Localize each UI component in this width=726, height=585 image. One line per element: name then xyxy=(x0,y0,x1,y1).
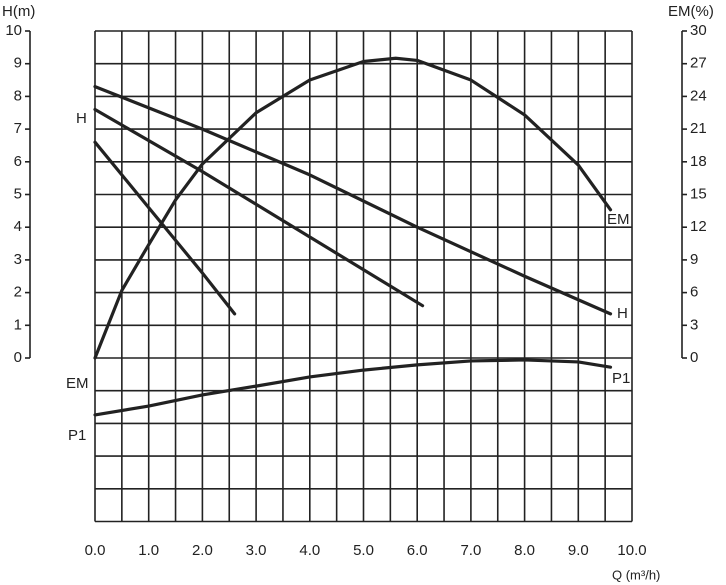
y2-axis-label: EM(%) xyxy=(668,3,714,20)
y-tick-label: 10 xyxy=(5,22,22,39)
curve-label: EM xyxy=(66,375,89,392)
x-tick-label: 6.0 xyxy=(407,542,428,559)
curve-label: H xyxy=(617,305,628,322)
y2-tick-label: 27 xyxy=(690,55,707,72)
curve-label: EM xyxy=(607,211,630,228)
y-tick-label: 1 xyxy=(14,316,22,333)
y2-tick-label: 24 xyxy=(690,87,707,104)
y-tick-label: 0 xyxy=(14,349,22,366)
y-tick-label: 2 xyxy=(14,284,22,301)
y2-tick-label: 21 xyxy=(690,120,707,137)
y-tick-label: 5 xyxy=(14,185,22,202)
y-tick-label: 7 xyxy=(14,120,22,137)
y-tick-label: 9 xyxy=(14,55,22,72)
x-tick-label: 4.0 xyxy=(299,542,320,559)
curve xyxy=(93,107,425,308)
x-tick-label: 3.0 xyxy=(246,542,267,559)
y2-tick-label: 15 xyxy=(690,185,707,202)
y-tick-label: 3 xyxy=(14,251,22,268)
y2-tick-label: 30 xyxy=(690,22,707,39)
curve xyxy=(93,358,613,417)
y2-tick-label: 0 xyxy=(690,349,698,366)
y2-tick-label: 3 xyxy=(690,316,698,333)
x-tick-label: 1.0 xyxy=(138,542,159,559)
x-tick-label: 10.0 xyxy=(617,542,646,559)
x-tick-label: 8.0 xyxy=(514,542,535,559)
x-axis-label: Q (m³/h) xyxy=(612,567,660,582)
y2-tick-label: 9 xyxy=(690,251,698,268)
x-tick-label: 2.0 xyxy=(192,542,213,559)
y2-tick-label: 18 xyxy=(690,153,707,170)
y-tick-label: 8 xyxy=(14,87,22,104)
x-tick-label: 0.0 xyxy=(85,542,106,559)
curve xyxy=(93,56,613,360)
curve xyxy=(93,140,237,316)
y-tick-label: 4 xyxy=(14,218,22,235)
curve xyxy=(93,84,613,316)
curve-label: P1 xyxy=(612,370,630,387)
y2-tick-label: 12 xyxy=(690,218,707,235)
y2-tick-label: 6 xyxy=(690,284,698,301)
y-tick-label: 6 xyxy=(14,153,22,170)
x-tick-label: 9.0 xyxy=(568,542,589,559)
y-axis-label: H(m) xyxy=(2,3,35,20)
x-tick-label: 5.0 xyxy=(353,542,374,559)
curve-label: H xyxy=(76,110,87,127)
curve-label: P1 xyxy=(68,427,86,444)
x-tick-label: 7.0 xyxy=(460,542,481,559)
